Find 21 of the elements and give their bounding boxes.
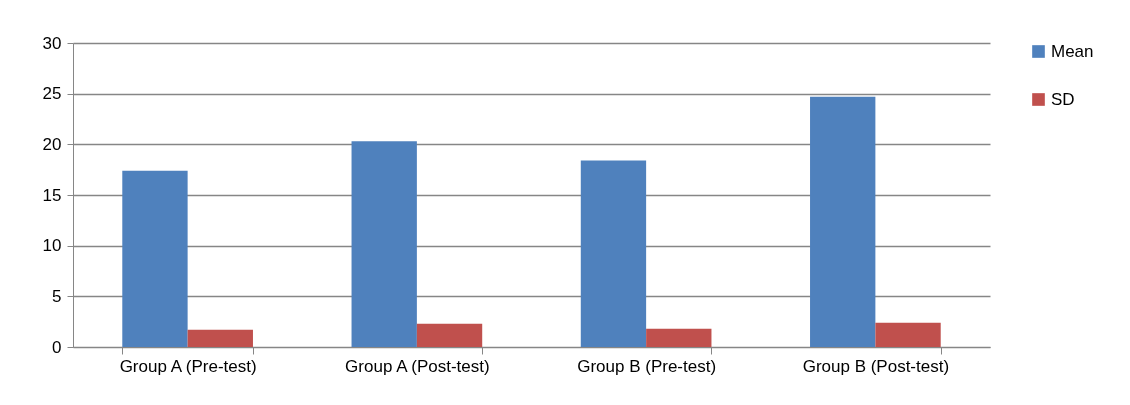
bar	[646, 328, 712, 347]
y-tick-label: 20	[42, 134, 62, 154]
y-tick-label: 10	[42, 236, 62, 256]
legend-label: SD	[1051, 89, 1075, 109]
bar	[187, 329, 253, 347]
y-tick-label: 30	[42, 33, 62, 53]
bar	[351, 141, 417, 347]
bar	[810, 96, 876, 347]
y-tick-label: 25	[42, 84, 62, 104]
bar	[122, 170, 188, 347]
bar	[416, 323, 483, 347]
x-tick-label: Group B (Post-test)	[802, 356, 950, 376]
x-tick-label: Group A (Pre-test)	[119, 356, 257, 376]
y-tick-label: 15	[42, 185, 62, 205]
legend-label: Mean	[1051, 41, 1094, 61]
y-tick-label: 5	[52, 286, 62, 306]
x-tick-label: Group B (Pre-test)	[577, 356, 717, 376]
bar	[875, 322, 941, 347]
y-tick-label: 0	[52, 337, 62, 357]
bar	[580, 160, 647, 347]
x-tick-label: Group A (Post-test)	[345, 356, 490, 376]
